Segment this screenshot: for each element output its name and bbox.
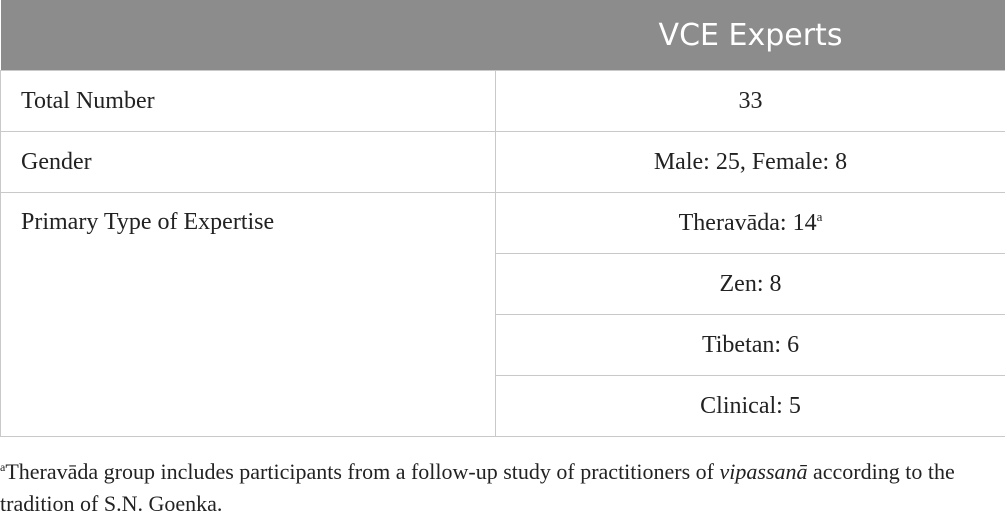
cell: 33 (495, 70, 1005, 132)
data-table: VCE Experts Total Number 33 Gender Male:… (0, 0, 1005, 437)
row: Total Number 33 (0, 70, 1005, 132)
cell: Male: 25, Female: 8 (495, 131, 1005, 193)
footnote-text-end: according to the tradition of S.N. Goenk… (0, 459, 955, 516)
row: Clinical: 5 (1, 375, 1005, 437)
footnote: aTheravāda group includes participants f… (0, 437, 1005, 520)
cell: Clinical: 5 (495, 375, 1005, 437)
header-cell: VCE Experts (495, 0, 1005, 71)
cell-text: Theravāda: 14 (678, 210, 817, 236)
row-label: Total Number (0, 70, 496, 132)
row: Tibetan: 6 (1, 314, 1005, 376)
footnote-text: Theravāda group includes participants fr… (5, 459, 720, 484)
row: Gender Male: 25, Female: 8 (0, 131, 1005, 193)
footnote-marker: a (0, 460, 6, 474)
cell: Theravāda: 14a (495, 192, 1005, 254)
cell: Zen: 8 (495, 253, 1005, 315)
row-label: Primary Type of Expertise (0, 192, 496, 437)
row: Primary Type of Expertise Theravāda: 14a (0, 192, 1005, 437)
note-marker: a (816, 209, 823, 224)
row-label: Gender (0, 131, 496, 193)
footnote-emphasis: vipassanā (719, 459, 808, 484)
header-empty (0, 0, 496, 71)
cell: Tibetan: 6 (495, 314, 1005, 376)
header-row: VCE Experts (0, 0, 1005, 71)
row: Zen: 8 (1, 253, 1005, 315)
